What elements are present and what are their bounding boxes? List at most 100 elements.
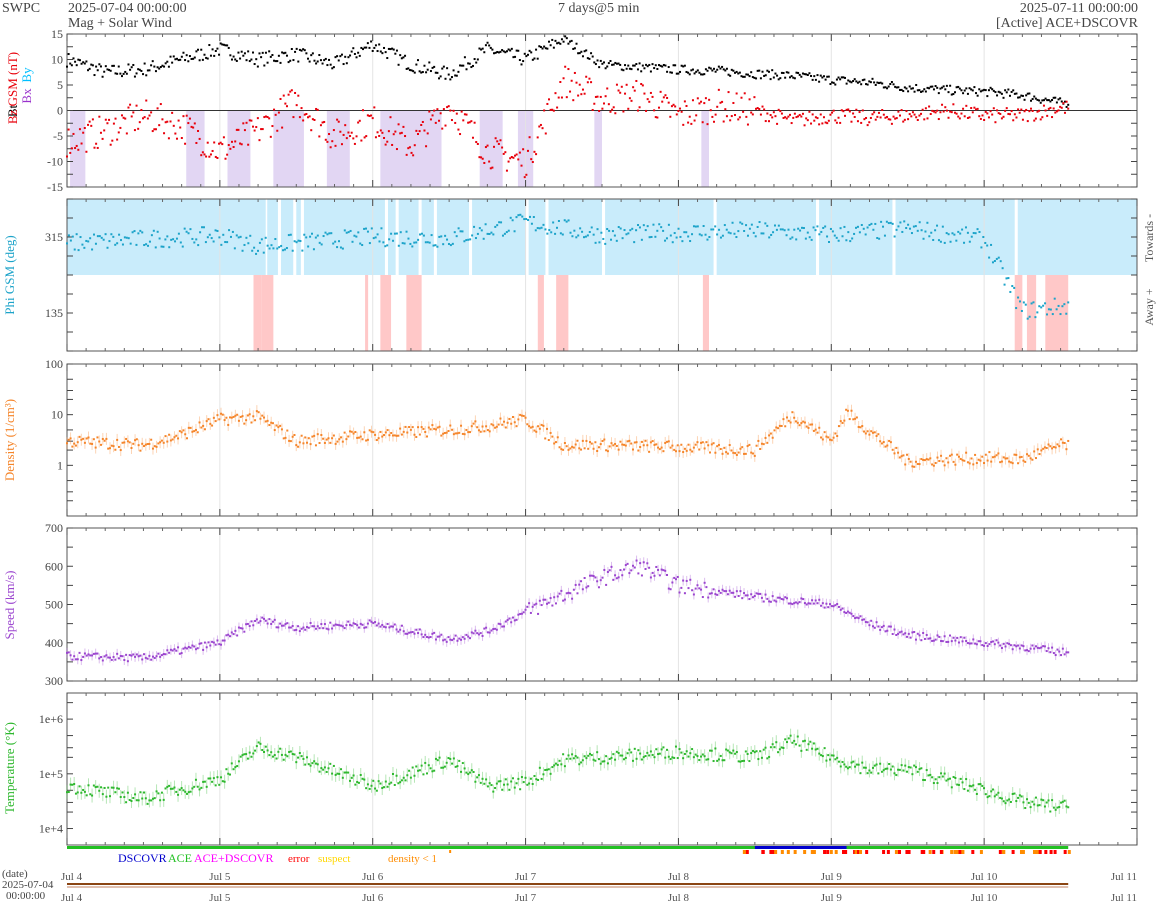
bt-point [932, 88, 935, 91]
phi-point [216, 229, 219, 232]
temperature-point [98, 789, 101, 792]
speed-point [372, 622, 375, 625]
phi-point [123, 236, 126, 239]
bz-point [158, 124, 161, 127]
density-point [956, 453, 959, 456]
bt-point [924, 90, 927, 93]
bt-point [790, 75, 793, 78]
phi-point [442, 243, 445, 246]
bt-point [962, 92, 965, 95]
bz-point [248, 119, 251, 122]
y-tick-label: -15 [47, 180, 63, 194]
temperature-point [175, 790, 178, 793]
bz-point [370, 114, 373, 117]
bz-point [944, 106, 947, 109]
density-point [282, 437, 285, 440]
bt-point [120, 75, 123, 78]
density-point [1061, 441, 1064, 444]
phi-point [997, 256, 1000, 259]
density-point [648, 450, 651, 453]
plot-subtitle: Mag + Solar Wind [68, 16, 172, 31]
density-point [961, 459, 964, 462]
temperature-point [506, 783, 509, 786]
bz-point [505, 169, 508, 172]
temperature-point [374, 787, 377, 790]
bz-point [706, 123, 709, 126]
bt-point [674, 64, 677, 67]
bz-point [425, 145, 428, 148]
y-tick-label: 1e+6 [39, 712, 63, 726]
temperature-point [311, 762, 314, 765]
density-point [739, 447, 742, 450]
density-point [748, 443, 751, 446]
temperature-point [202, 780, 205, 783]
phi-point [305, 236, 308, 239]
phi-point [262, 251, 265, 254]
temperature-point [768, 755, 771, 758]
density-point [845, 408, 848, 411]
temperature-point [723, 759, 726, 762]
bt-point [137, 68, 140, 71]
phi-point [835, 236, 838, 239]
bt-point [460, 64, 463, 67]
phi-point [546, 232, 549, 235]
temperature-point [91, 794, 94, 797]
away-sector [406, 275, 422, 351]
bt-point [1044, 97, 1047, 100]
bt-point [192, 57, 195, 60]
density-point [76, 441, 79, 444]
phi-point [991, 261, 994, 264]
temperature-point [947, 778, 950, 781]
density-point [374, 433, 377, 436]
phi-point [357, 231, 360, 234]
bt-point [1020, 94, 1023, 97]
temperature-point [648, 754, 651, 757]
temperature-point [843, 763, 846, 766]
phi-point [781, 228, 784, 231]
bz-point [751, 113, 754, 116]
bt-point [332, 66, 335, 69]
phi-point [1024, 303, 1027, 306]
phi-point [816, 225, 819, 228]
speed-point [418, 628, 421, 631]
temperature-point [737, 760, 740, 763]
bz-point [983, 118, 986, 121]
bz-point [936, 109, 939, 112]
temperature-point [891, 765, 894, 768]
density-point [941, 460, 944, 463]
temperature-point [307, 763, 310, 766]
bz-point [268, 117, 271, 120]
density-point [424, 430, 427, 433]
bt-point [1051, 99, 1054, 102]
bt-point [264, 51, 267, 54]
phi-point [426, 241, 429, 244]
bz-point [499, 139, 502, 142]
phi-point [191, 237, 194, 240]
temperature-point [805, 748, 808, 751]
bz-point [955, 112, 958, 115]
speed-point [712, 588, 715, 591]
speed-point [1038, 647, 1041, 650]
bt-point [1039, 101, 1042, 104]
phi-point [422, 234, 425, 237]
bt-point [738, 71, 741, 74]
density-point [574, 443, 577, 446]
temperature-point [216, 776, 219, 779]
density-point [420, 426, 423, 429]
bt-point [127, 63, 130, 66]
density-point [1015, 453, 1018, 456]
phi-point [1047, 308, 1050, 311]
phi-point [845, 239, 848, 242]
temperature-point [773, 746, 776, 749]
density-point [388, 434, 391, 437]
phi-point [289, 233, 292, 236]
temperature-point [777, 751, 780, 754]
phi-point [988, 256, 991, 259]
bt-point [1052, 96, 1055, 99]
bt-point [271, 54, 274, 57]
phi-point [1044, 302, 1047, 305]
density-point [803, 421, 806, 424]
bz-point [586, 81, 589, 84]
speed-point [666, 573, 669, 576]
bz-point [863, 118, 866, 121]
